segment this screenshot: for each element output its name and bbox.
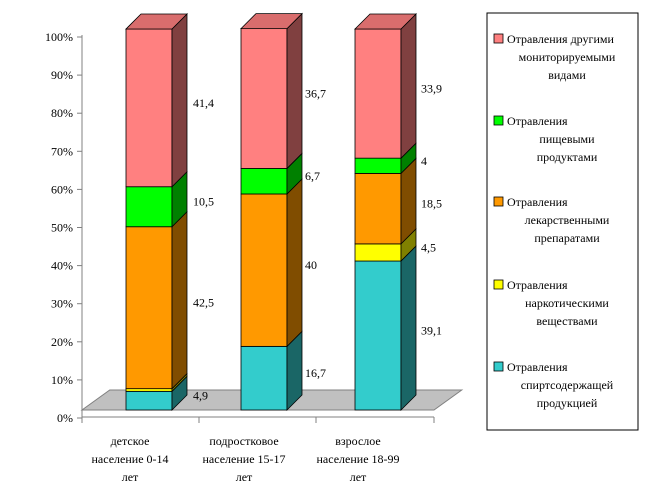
y-tick-label: 30%: [51, 297, 73, 311]
legend-label: Отравления спиртсодержащей продукцией: [507, 360, 614, 410]
legend-label: Отравления другими мониторируемыми видами: [507, 32, 616, 82]
y-tick-label: 20%: [51, 335, 73, 349]
bar-segment: [354, 157, 417, 245]
data-label: 10,5: [193, 195, 214, 209]
y-tick-label: 0%: [57, 411, 73, 425]
legend-label: Отравления лекарственными препаратами: [507, 195, 610, 245]
legend-entry: Отравления наркотическими веществами: [493, 278, 609, 328]
y-tick-label: 80%: [51, 106, 73, 120]
data-label: 4,5: [421, 240, 436, 254]
legend-swatch: [493, 196, 504, 207]
legend-swatch: [493, 279, 504, 290]
legend-entry: Отравления лекарственными препаратами: [493, 195, 610, 245]
bar-segment: [240, 152, 303, 195]
data-label: 4: [421, 154, 427, 168]
data-label: 18,5: [421, 197, 442, 211]
y-tick-label: 50%: [51, 221, 73, 235]
bar-segment: [240, 12, 303, 170]
bar-top-face: [354, 13, 417, 30]
data-label: 33,9: [421, 82, 442, 96]
data-label: 42,5: [193, 296, 214, 310]
y-tick-label: 60%: [51, 182, 73, 196]
bar-segment: [125, 13, 188, 188]
legend-label: Отравления пищевыми продуктами: [507, 114, 598, 164]
data-label: 16,7: [305, 366, 326, 380]
bar-segment: [354, 13, 417, 160]
legend-swatch: [493, 361, 504, 372]
bar-segment: [354, 142, 417, 175]
bar-segment: [125, 210, 188, 390]
data-label: 41,4: [193, 96, 214, 110]
bar-segment: [354, 227, 417, 262]
bar-segment: [125, 375, 188, 411]
bar-segment: [354, 245, 417, 411]
bar-segment: [125, 170, 188, 228]
legend-box: [486, 12, 639, 431]
x-category-label: детское население 0-14 лет: [91, 434, 168, 484]
x-category-label: подростковое население 15-17 лет: [202, 434, 285, 484]
y-tick-label: 90%: [51, 68, 73, 82]
legend-entry: Отравления пищевыми продуктами: [493, 114, 598, 164]
data-label: 39,1: [421, 324, 442, 338]
bar-segment: [240, 178, 303, 348]
data-label: 6,7: [305, 169, 320, 183]
legend-entry: Отравления спиртсодержащей продукцией: [493, 360, 614, 410]
bar-segment: [240, 330, 303, 411]
bar-top-face: [125, 13, 188, 30]
legend-label: Отравления наркотическими веществами: [507, 278, 609, 328]
data-label: 40: [305, 258, 317, 272]
y-tick-label: 100%: [45, 30, 73, 44]
data-label: 4,9: [193, 389, 208, 403]
legend-swatch: [493, 33, 504, 44]
bar-segment: [125, 372, 188, 393]
y-tick-label: 70%: [51, 144, 73, 158]
bar-top-face: [240, 13, 303, 30]
data-label: 36,7: [305, 87, 326, 101]
y-tick-label: 10%: [51, 373, 73, 387]
y-tick-label: 40%: [51, 259, 73, 273]
legend-entry: Отравления другими мониторируемыми видами: [493, 32, 616, 82]
x-category-label: взрослое население 18-99 лет: [316, 434, 399, 484]
legend-swatch: [493, 115, 504, 126]
